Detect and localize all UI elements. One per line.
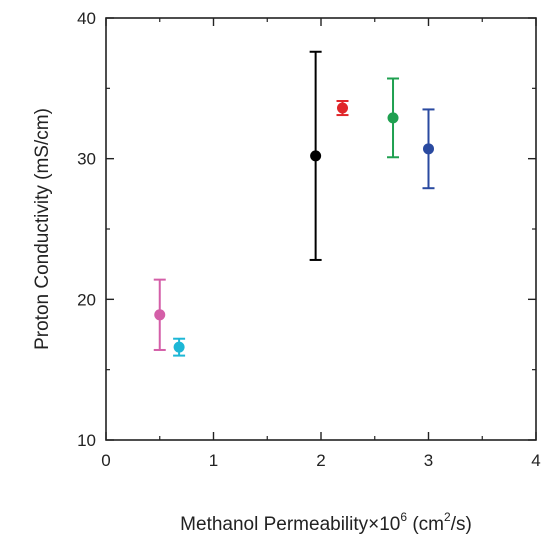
errorbar-group: [153, 50, 435, 357]
x-axis-title-main: Methanol Permeability×10: [180, 514, 400, 535]
x-axis-title-exponent: 6: [400, 510, 407, 524]
x-axis-title-unit-open: (cm: [407, 514, 444, 535]
point-group: [154, 102, 434, 353]
tick-group: 0 1 2 3 4 10 20 30 40: [77, 9, 541, 470]
data-point: [423, 143, 434, 155]
data-point: [387, 112, 399, 124]
y-tick-label: 20: [77, 290, 96, 309]
x-tick-label: 2: [316, 451, 325, 470]
y-tick-label: 40: [77, 9, 96, 28]
data-point: [173, 341, 185, 353]
data-point: [310, 150, 322, 162]
x-tick-label: 0: [101, 451, 110, 470]
y-tick-label: 30: [77, 150, 96, 169]
y-axis-title: Proton Conductivity (mS/cm): [32, 108, 53, 350]
x-axis-title: Methanol Permeability×106 (cm2/s): [180, 510, 472, 535]
data-point: [154, 309, 166, 321]
x-tick-label: 4: [531, 451, 540, 470]
data-point: [337, 102, 348, 114]
y-tick-label: 10: [77, 431, 96, 450]
x-axis-title-unit-exponent: 2: [444, 510, 451, 524]
x-tick-label: 1: [209, 451, 218, 470]
plot-frame: [105, 17, 537, 441]
x-tick-label: 3: [424, 451, 433, 470]
x-axis-title-unit-close: /s): [451, 514, 472, 535]
plot-frame-group: [105, 17, 537, 441]
